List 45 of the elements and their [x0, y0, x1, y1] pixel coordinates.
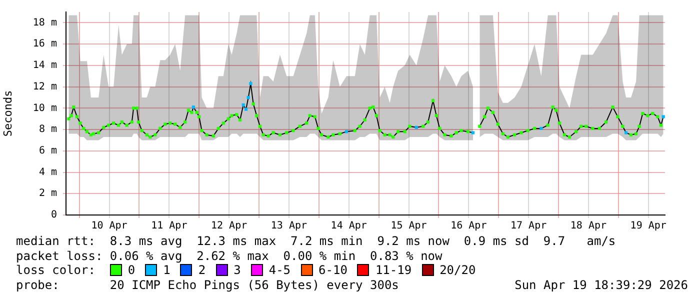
x-tick-label: 15 Apr [390, 220, 427, 232]
legend-label: 0 [128, 263, 136, 278]
point [242, 103, 245, 107]
legend-title: loss color: [16, 263, 96, 278]
y-tick-label: 0 [50, 210, 57, 221]
point [662, 115, 665, 118]
legend-label: 11-19 [375, 263, 412, 278]
y-tick-label: 4 m [38, 166, 57, 178]
y-axis-title: Seconds [1, 90, 14, 137]
x-tick-label: 16 Apr [450, 220, 487, 232]
y-tick-label: 12 m [32, 81, 57, 92]
y-tick-label: 2 m [38, 188, 57, 200]
point [244, 108, 248, 111]
y-tick-label: 10 m [32, 102, 57, 114]
x-tick-label: 14 Apr [330, 220, 367, 232]
point [624, 131, 628, 134]
x-tick-label: 18 Apr [570, 220, 607, 232]
x-tick-label: 19 Apr [630, 220, 666, 232]
text: Sun Apr 19 18:39:29 2026 [514, 278, 688, 292]
point [540, 126, 543, 130]
x-tick-label: 12 Apr [211, 220, 248, 232]
text: median rtt: 8.3 ms avg 12.3 ms max 7.2 ms min 9.2 ms now 0.9 ms sd 9.7 am/s [16, 234, 617, 249]
point [192, 106, 196, 109]
y-tick-label: 14 m [32, 60, 57, 72]
y-tick-label: 8 m [38, 124, 57, 136]
point [471, 131, 475, 134]
point [246, 96, 250, 100]
legend-label: 1 [163, 263, 170, 278]
legend-label: 20/20 [440, 263, 476, 278]
text: packet loss: 0.06 % avg 2.62 % max 0.00 % min 0.83 % now [16, 248, 444, 264]
legend-label: 3 [234, 263, 241, 278]
y-tick-label: 18 m [32, 17, 57, 28]
legend-label: 4-5 [268, 263, 291, 278]
legend-label: 2 [198, 263, 206, 278]
point [344, 130, 348, 134]
point [249, 82, 252, 86]
legend-label: 6-10 [318, 263, 348, 278]
x-tick-label: 13 Apr [270, 220, 308, 232]
y-tick-label: 16 m [32, 38, 57, 50]
text: probe: 20 ICMP Echo Pings (56 Bytes) every 300s [16, 278, 399, 292]
x-tick-label: 11 Apr [151, 220, 188, 232]
x-tick-label: 17 Apr [510, 220, 547, 232]
x-tick-label: 10 Apr [91, 220, 128, 232]
y-tick-label: 6 m [38, 145, 57, 156]
point [414, 126, 418, 129]
